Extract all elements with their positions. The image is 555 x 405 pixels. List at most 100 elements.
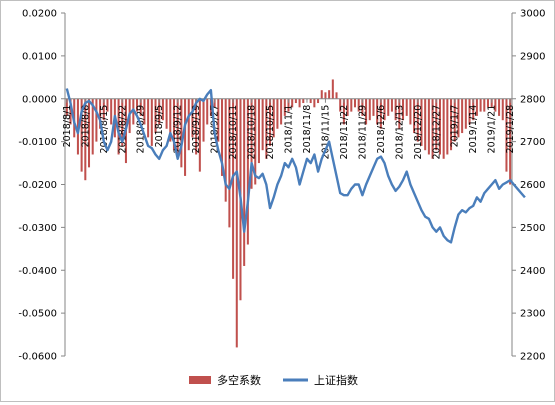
x-tick-label: 2018/12/20 (413, 105, 424, 160)
bar (272, 98, 275, 138)
bar (169, 98, 172, 142)
bar (187, 98, 190, 151)
bar (427, 98, 430, 155)
bar (368, 98, 371, 121)
bar (416, 98, 419, 142)
bar (224, 98, 227, 202)
bar (110, 98, 113, 125)
bar (191, 98, 194, 138)
bar (372, 98, 375, 116)
bar (243, 98, 246, 266)
bar (365, 98, 368, 125)
bar (409, 98, 412, 125)
bar (261, 98, 264, 151)
bar (483, 98, 486, 112)
left-axis: 0.0200 0.0100 0.0000 -0.0100 -0.0200 -0.0300 -… (18, 9, 66, 363)
bar (91, 98, 94, 155)
left-tick-label: -0.0300 (18, 223, 57, 234)
bar (232, 98, 235, 279)
bar (95, 98, 98, 142)
bar (450, 98, 453, 151)
bar (209, 98, 212, 116)
bar (405, 98, 408, 116)
bar (80, 98, 83, 172)
x-tick-label: 2018/8/8 (80, 105, 91, 148)
bar (172, 98, 175, 151)
bar (376, 98, 379, 125)
x-tick-label: 2019/1/21 (487, 105, 498, 154)
bar (446, 98, 449, 155)
bar (99, 98, 102, 129)
bar (106, 98, 109, 112)
bar (453, 98, 456, 142)
bar (479, 98, 482, 112)
bar (457, 98, 460, 138)
left-tick-label: -0.0500 (18, 309, 57, 320)
bar (176, 98, 179, 159)
legend-label-bar: 多空系数 (217, 373, 261, 387)
bar (202, 98, 205, 142)
bar (147, 98, 150, 138)
bar (350, 98, 353, 112)
bar (213, 98, 216, 108)
bar (357, 98, 360, 112)
bar (413, 98, 416, 134)
bar (161, 98, 164, 121)
bar (402, 98, 405, 121)
left-tick-label: -0.0100 (18, 137, 57, 148)
bar (361, 98, 364, 116)
bar (165, 98, 168, 129)
left-tick-label: -0.0200 (18, 180, 57, 191)
bar (276, 98, 279, 129)
bar (461, 98, 464, 134)
x-tick-label: 2019/1/7 (450, 105, 461, 148)
bar (139, 98, 142, 116)
bar (180, 98, 183, 168)
bar (198, 98, 201, 172)
bar (394, 98, 397, 121)
left-tick-label: -0.0400 (18, 266, 57, 277)
bar (121, 98, 124, 146)
x-tick-label: 2019/1/28 (505, 105, 516, 154)
bar (280, 98, 283, 125)
bar (65, 98, 68, 116)
x-tick-label: 2018/12/27 (431, 105, 442, 160)
bar (228, 98, 231, 228)
x-tick-label: 2018/11/8 (302, 105, 313, 154)
legend: 多空系数 上证指数 (189, 373, 358, 387)
bar (494, 98, 497, 112)
bar (143, 98, 146, 125)
bar (117, 98, 120, 155)
bar (206, 98, 209, 125)
right-tick-label: 2900 (520, 51, 545, 62)
x-tick-label: 2018/10/18 (247, 105, 258, 160)
bar (254, 98, 257, 185)
bar (220, 98, 224, 176)
bar (346, 98, 349, 116)
bar (246, 98, 249, 245)
bar (490, 98, 493, 108)
bar (154, 98, 157, 134)
right-axis: 3000 2900 2800 2700 2600 2500 2400 2300 2200 (511, 9, 545, 363)
right-tick-label: 2300 (520, 309, 545, 320)
bar (250, 98, 253, 189)
bar (498, 98, 501, 116)
bar (328, 90, 331, 99)
bar (158, 98, 161, 125)
bar (265, 98, 268, 159)
bar (468, 98, 471, 125)
bar (102, 98, 105, 121)
bar (283, 98, 286, 116)
bar (269, 98, 272, 146)
right-tick-label: 2400 (520, 266, 545, 277)
bar (379, 98, 382, 129)
bar (431, 98, 434, 159)
bar (69, 98, 72, 125)
right-tick-label: 2800 (520, 94, 545, 105)
bar (136, 98, 139, 112)
x-tick-label: 2018/11/1 (284, 105, 295, 154)
left-tick-label: 0.0200 (22, 9, 57, 20)
x-tick-label: 2018/10/11 (228, 105, 239, 160)
bar (302, 98, 305, 104)
